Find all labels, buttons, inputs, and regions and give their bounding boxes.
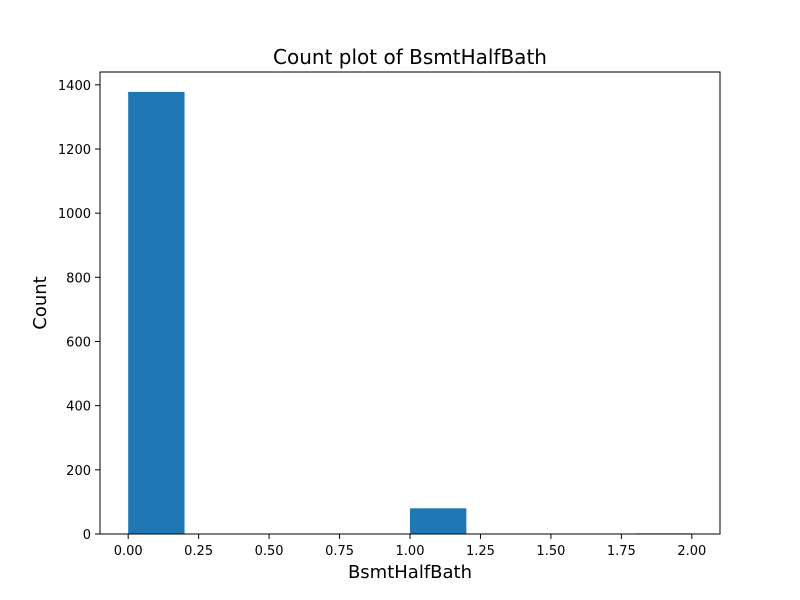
x-tick-label: 1.00: [396, 544, 425, 559]
y-tick-label: 800: [66, 271, 91, 286]
x-tick-label: 0.50: [255, 544, 284, 559]
x-tick-label: 0.00: [114, 544, 143, 559]
x-tick-label: 0.25: [184, 544, 213, 559]
x-tick-label: 0.75: [325, 544, 354, 559]
bar-1: [410, 508, 467, 534]
y-tick-label: 1400: [58, 79, 91, 94]
x-axis-label: BsmtHalfBath: [348, 562, 472, 583]
y-tick-label: 400: [66, 400, 91, 415]
bars-group: [128, 91, 692, 535]
y-axis: 0 200 400 600 800 1000 1200 1400: [58, 79, 100, 543]
x-tick-label: 2.00: [677, 544, 706, 559]
x-tick-label: 1.50: [536, 544, 565, 559]
y-tick-label: 600: [66, 336, 91, 351]
y-tick-label: 0: [83, 528, 91, 543]
y-axis-label: Count: [30, 276, 51, 329]
x-tick-label: 1.75: [607, 544, 636, 559]
chart-title: Count plot of BsmtHalfBath: [273, 45, 547, 69]
bar-0: [128, 91, 185, 535]
plot-frame: [99, 71, 721, 535]
x-axis: 0.00 0.25 0.50 0.75 1.00 1.25 1.50 1.75 2.00: [114, 534, 706, 559]
y-tick-label: 1000: [58, 207, 91, 222]
y-tick-label: 200: [66, 464, 91, 479]
x-tick-label: 1.25: [466, 544, 495, 559]
y-tick-label: 1200: [58, 143, 91, 158]
